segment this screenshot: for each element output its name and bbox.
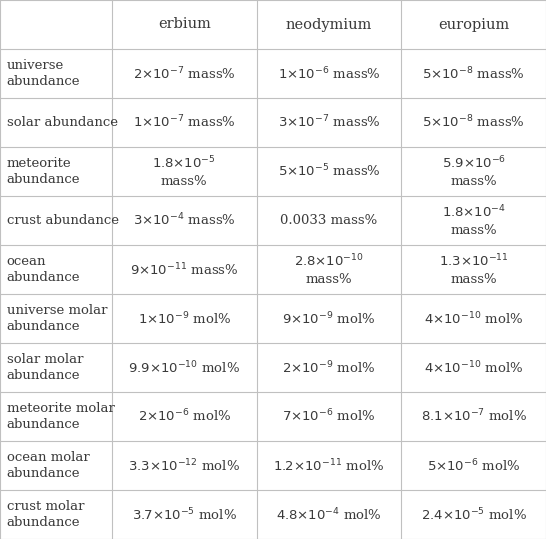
Text: $2{\times}10^{-6}$ mol%: $2{\times}10^{-6}$ mol% (138, 408, 231, 425)
Text: $8.1{\times}10^{-7}$ mol%: $8.1{\times}10^{-7}$ mol% (420, 408, 527, 425)
Text: $5{\times}10^{-6}$ mol%: $5{\times}10^{-6}$ mol% (427, 457, 520, 474)
Text: ocean molar
abundance: ocean molar abundance (7, 451, 90, 480)
Text: $7{\times}10^{-6}$ mol%: $7{\times}10^{-6}$ mol% (282, 408, 376, 425)
Text: $1{\times}10^{-9}$ mol%: $1{\times}10^{-9}$ mol% (138, 310, 231, 327)
Text: crust molar
abundance: crust molar abundance (7, 500, 84, 529)
Text: crust abundance: crust abundance (7, 214, 118, 227)
Text: $1.2{\times}10^{-11}$ mol%: $1.2{\times}10^{-11}$ mol% (274, 457, 384, 474)
Text: neodymium: neodymium (286, 17, 372, 31)
Text: $3{\times}10^{-7}$ mass%: $3{\times}10^{-7}$ mass% (277, 114, 381, 131)
Text: $4{\times}10^{-10}$ mol%: $4{\times}10^{-10}$ mol% (424, 310, 523, 327)
Text: universe molar
abundance: universe molar abundance (7, 304, 107, 333)
Text: $1.8{\times}10^{-4}$
mass%: $1.8{\times}10^{-4}$ mass% (442, 204, 506, 237)
Text: meteorite molar
abundance: meteorite molar abundance (7, 402, 115, 431)
Text: $1.3{\times}10^{-11}$
mass%: $1.3{\times}10^{-11}$ mass% (439, 253, 508, 286)
Text: $2{\times}10^{-7}$ mass%: $2{\times}10^{-7}$ mass% (133, 65, 236, 82)
Text: $5.9{\times}10^{-6}$
mass%: $5.9{\times}10^{-6}$ mass% (442, 155, 506, 188)
Text: $5{\times}10^{-8}$ mass%: $5{\times}10^{-8}$ mass% (422, 65, 525, 82)
Text: solar molar
abundance: solar molar abundance (7, 353, 83, 382)
Text: $9.9{\times}10^{-10}$ mol%: $9.9{\times}10^{-10}$ mol% (128, 359, 240, 376)
Text: $3{\times}10^{-4}$ mass%: $3{\times}10^{-4}$ mass% (133, 212, 236, 229)
Text: solar abundance: solar abundance (7, 116, 117, 129)
Text: $5{\times}10^{-5}$ mass%: $5{\times}10^{-5}$ mass% (277, 163, 381, 180)
Text: universe
abundance: universe abundance (7, 59, 80, 88)
Text: meteorite
abundance: meteorite abundance (7, 157, 80, 186)
Text: $5{\times}10^{-8}$ mass%: $5{\times}10^{-8}$ mass% (422, 114, 525, 131)
Text: $2.4{\times}10^{-5}$ mol%: $2.4{\times}10^{-5}$ mol% (420, 506, 527, 523)
Text: $4{\times}10^{-10}$ mol%: $4{\times}10^{-10}$ mol% (424, 359, 523, 376)
Text: $1{\times}10^{-6}$ mass%: $1{\times}10^{-6}$ mass% (277, 65, 381, 82)
Text: europium: europium (438, 17, 509, 31)
Text: ocean
abundance: ocean abundance (7, 255, 80, 284)
Text: erbium: erbium (158, 17, 211, 31)
Text: $9{\times}10^{-9}$ mol%: $9{\times}10^{-9}$ mol% (282, 310, 376, 327)
Text: $2{\times}10^{-9}$ mol%: $2{\times}10^{-9}$ mol% (282, 359, 376, 376)
Text: $2.8{\times}10^{-10}$
mass%: $2.8{\times}10^{-10}$ mass% (294, 253, 364, 286)
Text: $9{\times}10^{-11}$ mass%: $9{\times}10^{-11}$ mass% (130, 261, 239, 278)
Text: $1{\times}10^{-7}$ mass%: $1{\times}10^{-7}$ mass% (133, 114, 236, 131)
Text: $1.8{\times}10^{-5}$
mass%: $1.8{\times}10^{-5}$ mass% (152, 155, 216, 188)
Text: $3.3{\times}10^{-12}$ mol%: $3.3{\times}10^{-12}$ mol% (128, 457, 240, 474)
Text: $3.7{\times}10^{-5}$ mol%: $3.7{\times}10^{-5}$ mol% (132, 506, 237, 523)
Text: 0.0033 mass%: 0.0033 mass% (280, 214, 378, 227)
Text: $4.8{\times}10^{-4}$ mol%: $4.8{\times}10^{-4}$ mol% (276, 506, 382, 523)
